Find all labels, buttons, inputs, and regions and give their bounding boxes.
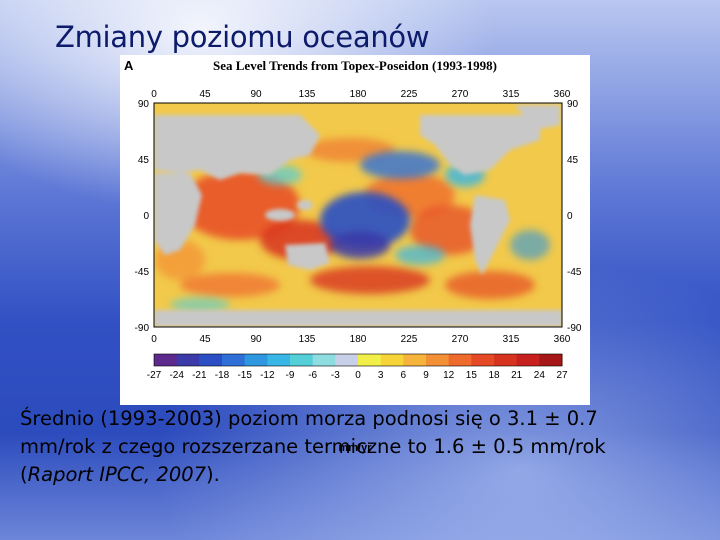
lon-tick-bottom: 0 [151,334,157,345]
caption-paren-open: ( [20,463,28,486]
colorbar-tick-labels: -27 -24 -21 -18 -15 -12 -9 -6 -3 0 3 6 9 12 15 18 21 24 27 [147,370,568,381]
colorbar-tick: 27 [556,370,568,381]
lat-tick-left: -90 [135,323,150,334]
lat-tick-left: 0 [143,211,149,222]
colorbar-tick: 18 [488,370,500,381]
colorbar-tick: 12 [443,370,455,381]
colorbar-swatch [312,354,336,366]
latitude-axis-left: 90 45 0 -45 -90 [135,99,150,334]
lon-tick-top: 45 [199,89,211,100]
colorbar-swatch [516,354,540,366]
lat-tick-right: 90 [567,99,579,110]
lon-tick-bottom: 225 [401,334,418,345]
longitude-axis-top: 0 45 90 135 180 225 270 315 360 [151,89,571,100]
colorbar-swatch [403,354,427,366]
lat-tick-left: -45 [135,267,150,278]
colorbar-tick: 24 [534,370,546,381]
colorbar-tick: -12 [260,370,275,381]
colorbar-tick: 15 [466,370,478,381]
colorbar-swatch [244,354,268,366]
lon-tick-bottom: 315 [503,334,520,345]
lon-tick-top: 90 [250,89,262,100]
colorbar-frame [153,353,563,367]
panel-letter: A [124,58,134,73]
colorbar-swatch [335,354,359,366]
colorbar-tick: 3 [378,370,384,381]
colorbar-tick: -15 [237,370,252,381]
lat-tick-right: -45 [567,267,582,278]
lon-tick-bottom: 180 [350,334,367,345]
lon-tick-bottom: 270 [452,334,469,345]
lon-tick-bottom: 45 [199,334,211,345]
colorbar-swatch [494,354,518,366]
colorbar-tick: -9 [286,370,295,381]
lon-tick-top: 0 [151,89,157,100]
colorbar-tick: -18 [215,370,230,381]
figure-title: Sea Level Trends from Topex-Poseidon (19… [213,58,497,73]
lon-tick-bottom: 135 [299,334,316,345]
longitude-axis-bottom: 0 45 90 135 180 225 270 315 360 [151,334,571,345]
lon-tick-top: 270 [452,89,469,100]
colorbar-tick: -6 [308,370,317,381]
lon-tick-top: 180 [350,89,367,100]
colorbar-tick: -21 [192,370,207,381]
lat-tick-right: 45 [567,155,579,166]
colorbar-swatch [267,354,291,366]
colorbar-tick: 0 [355,370,361,381]
colorbar-swatch [539,354,563,366]
caption-citation: Raport IPCC, 2007 [27,463,207,486]
colorbar-tick: -3 [331,370,340,381]
caption-line-3: (Raport IPCC, 2007). [20,461,710,489]
lat-tick-left: 45 [138,155,150,166]
sea-level-trend-pattern [154,105,562,327]
latitude-axis-right: 90 45 0 -45 -90 [567,99,582,334]
lat-tick-right: 0 [567,211,573,222]
colorbar-tick: 21 [511,370,523,381]
lat-tick-right: -90 [567,323,582,334]
land-masses [154,105,562,327]
slide-title: Zmiany poziomu oceanów [55,20,430,54]
colorbar-tick: -27 [147,370,162,381]
lon-tick-top: 135 [299,89,316,100]
lon-tick-bottom: 90 [250,334,262,345]
caption-line-2: mm/rok z czego rozszerzane termiczne to … [20,435,606,458]
colorbar-tick: -24 [169,370,184,381]
colorbar-swatch [358,354,382,366]
sea-level-map: 0 45 90 135 180 225 270 315 360 0 45 90 135 180 225 27… [135,89,582,381]
lon-tick-top: 225 [401,89,418,100]
caption-line-1: Średnio (1993-2003) poziom morza podnosi… [20,407,598,430]
colorbar-unit: mm/yr [338,442,372,454]
sea-level-figure: 0 45 90 135 180 225 270 315 360 0 45 90 135 180 225 27… [120,55,590,454]
lon-tick-top: 315 [503,89,520,100]
caption: Średnio (1993-2003) poziom morza podnosi… [20,405,710,489]
lat-tick-left: 90 [138,99,150,110]
colorbar-swatch [471,354,495,366]
caption-paren-close: ). [206,463,220,486]
colorbar-swatch [176,354,200,366]
lon-tick-bottom: 360 [554,334,571,345]
colorbar-swatch [426,354,450,366]
colorbar [153,353,563,367]
colorbar-swatch [290,354,314,366]
colorbar-swatch [222,354,246,366]
lon-tick-top: 360 [554,89,571,100]
colorbar-swatch [380,354,404,366]
colorbar-swatch [154,354,178,366]
colorbar-tick: 6 [401,370,407,381]
colorbar-tick: 9 [423,370,429,381]
colorbar-swatch [448,354,472,366]
colorbar-swatch [199,354,223,366]
